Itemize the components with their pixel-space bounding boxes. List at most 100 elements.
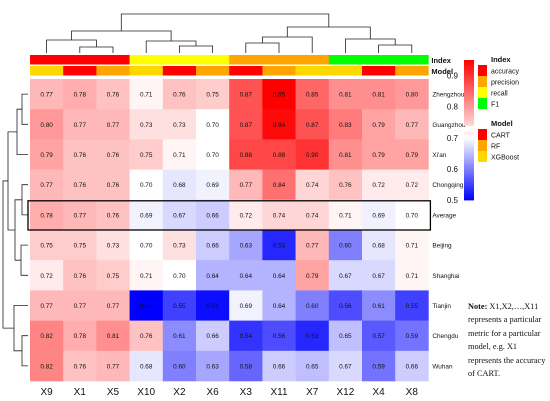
colorbar-step [464,153,474,156]
annotation-cell [395,55,429,65]
heatmap-cell [328,79,363,110]
heatmap-cell [63,109,97,140]
heatmap-cell [129,230,164,261]
column-dendrogram [46,13,413,53]
colorbar-step [464,174,474,177]
cell-value-label: 0.67 [339,363,352,370]
column-label: X10 [137,387,155,398]
cell-value-label: 0.77 [40,92,53,99]
heatmap-cell [30,109,64,140]
cell-value-label: 0.66 [206,243,219,250]
colorbar-step [464,82,474,85]
cell-value-label: 0.83 [339,122,352,129]
colorbar-step [464,77,474,80]
column-label: X6 [206,387,219,398]
cell-value-label: 0.69 [140,212,153,219]
heatmap-cell [362,260,396,291]
heatmap-cell [196,230,230,261]
annotation-cell [295,66,330,76]
heatmap-cell [362,79,396,110]
dendrogram-link [378,44,413,53]
heatmap-cell [395,320,429,352]
cell-value-label: 0.76 [339,182,352,189]
cell-value-label: 0.75 [140,152,153,159]
heatmap-cell [162,350,197,382]
cell-value-label: 0.76 [107,182,120,189]
row-label: Shanghai [432,273,459,280]
cell-value-label: 0.81 [107,333,120,340]
annotation-cell [96,66,130,76]
cell-value-label: 0.70 [206,152,219,159]
heatmap-cell [63,169,97,201]
heatmap-cell [30,230,64,261]
annotation-row-label: Model [431,67,453,76]
colorbar-step [464,99,474,102]
colorbar-step [464,64,474,67]
heatmap-cell [229,79,263,110]
model-legend-label: XGBoost [491,155,519,162]
heatmap-cell [129,350,164,382]
cell-value-label: 0.70 [406,212,419,219]
cell-value-label: 0.78 [40,212,53,219]
colorbar-step [464,176,474,179]
note-label: Note: [468,302,488,311]
cell-value-label: 0.65 [339,333,352,340]
cell-value-label: 0.76 [107,152,120,159]
cell-value-label: 0.79 [40,152,53,159]
annotation-cell [328,55,363,65]
cell-value-label: 0.59 [372,363,385,370]
colorbar-step [464,133,474,136]
cell-value-label: 0.76 [74,182,87,189]
cell-value-label: 0.71 [339,212,352,219]
heatmap-cell [129,169,164,201]
cell-value-label: 0.75 [107,273,120,280]
heatmap-cell [362,169,396,201]
dendrogram-link [16,108,28,155]
annotation-cell [162,66,197,76]
colorbar-tick-label: 0.7 [447,134,459,143]
cell-value-label: 0.82 [40,333,53,340]
annotation-cell [162,55,197,65]
cell-value-label: 0.71 [140,273,153,280]
row-label: Chongqing [432,182,463,189]
colorbar-step [464,182,474,185]
heatmap-cell [295,260,330,291]
colorbar-step [464,131,474,134]
heatmap-cell [96,109,130,140]
heatmap-cell [229,169,263,201]
heatmap-cell [229,199,263,231]
colorbar-step [464,172,474,175]
colorbar-step [464,112,474,115]
cell-value-label: 0.65 [306,363,319,370]
colorbar-step [464,188,474,191]
colorbar-step [464,157,474,160]
cell-value-label: 0.79 [372,152,385,159]
annotation-cell [362,66,396,76]
cell-value-label: 0.88 [240,152,253,159]
colorbar-step [464,181,474,184]
heatmap-cell [328,109,363,140]
cell-value-label: 0.69 [206,182,219,189]
heatmap-cell [395,109,429,140]
colorbar-step [464,160,474,163]
dendrogram-link [71,30,172,41]
colorbar-step [464,193,474,196]
cell-value-label: 0.71 [406,273,419,280]
annotation-cell [262,55,296,65]
annotation-cell [196,66,230,76]
cell-value-label: 0.68 [372,243,385,250]
heatmap-cell [328,290,363,321]
cell-value-label: 0.77 [107,363,120,370]
colorbar-step [464,104,474,107]
colorbar-step [464,123,474,126]
cell-value-label: 0.54 [240,333,253,340]
heatmap-cell [295,109,330,140]
model-legend-swatch [478,129,487,140]
heatmap-cell [395,290,429,321]
index-legend-label: accuracy [491,69,520,76]
heatmap-cell [30,199,64,231]
cell-value-label: 0.74 [273,212,286,219]
colorbar-tick-label: 0.6 [447,165,459,174]
column-label: X11 [270,387,287,398]
heatmap-cell [328,260,363,291]
